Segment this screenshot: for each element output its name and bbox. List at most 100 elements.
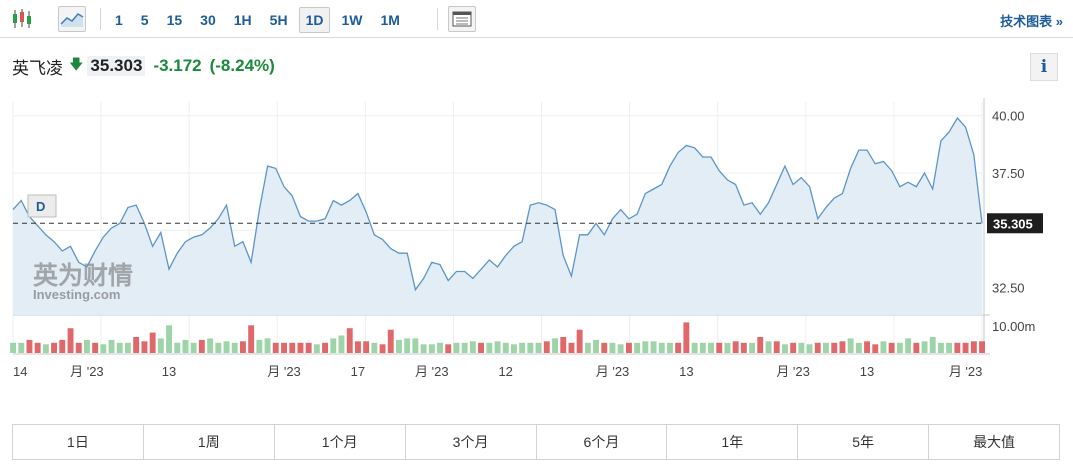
volume-bar [708, 342, 714, 353]
volume-bar [445, 344, 452, 354]
volume-bar [502, 342, 509, 353]
volume-bar [256, 339, 263, 353]
volume-bar [240, 341, 246, 353]
range-1w-button[interactable]: 1周 [143, 425, 275, 459]
technical-chart-link[interactable]: 技术图表 » [1000, 14, 1063, 29]
range-max-button[interactable]: 最大值 [929, 425, 1059, 459]
volume-bar [149, 332, 156, 353]
volume-bar [642, 341, 649, 353]
time-tick-label: 14 [13, 364, 27, 379]
volume-bar [568, 342, 575, 353]
volume-bar [26, 339, 33, 353]
volume-bar [108, 339, 115, 353]
volume-bar [305, 342, 312, 353]
volume-bar [626, 342, 632, 353]
quote-header: 英飞凌 🡇 35.303 -3.172 (-8.24%) [12, 55, 275, 78]
interval-1w[interactable]: 1W [341, 12, 363, 28]
volume-bar [782, 344, 788, 354]
volume-bar [51, 342, 57, 353]
interval-1[interactable]: 1 [115, 12, 123, 28]
time-tick-label: 月 '23 [415, 364, 449, 379]
time-tick-label: 月 '23 [70, 364, 104, 379]
volume-bar [75, 342, 82, 353]
volume-bar [675, 342, 682, 353]
info-icon[interactable]: i [1030, 53, 1058, 81]
last-price-tag: 35.305 [987, 213, 1043, 234]
volume-bar [59, 339, 66, 353]
volume-bar [461, 342, 468, 353]
interval-5h[interactable]: 5H [269, 12, 288, 28]
volume-bar [478, 342, 484, 353]
price-axis: 40.00 37.50 32.50 [992, 109, 1025, 296]
dividend-marker: D [27, 194, 57, 218]
volume-bar [855, 342, 862, 353]
volume-bar [773, 341, 780, 353]
volume-bar [519, 342, 526, 353]
volume-bar [806, 344, 813, 354]
volume-bar [207, 338, 214, 353]
volume-bar [34, 342, 41, 353]
candlestick-icon[interactable] [8, 6, 36, 32]
price-chart[interactable]: 英为财情 Investing.com 40.00 37.50 32.50 35.30… [0, 90, 1073, 390]
volume-bar [543, 341, 550, 353]
volume-bar [133, 337, 140, 353]
price-change-percent: (-8.24%) [209, 56, 275, 75]
range-1d-button[interactable]: 1日 [13, 425, 144, 459]
volume-bar [716, 342, 723, 353]
volume-bar [798, 342, 805, 353]
time-tick-label: 12 [498, 364, 512, 379]
time-tick-label: 月 '23 [596, 364, 630, 379]
range-5y-button[interactable]: 5年 [798, 425, 930, 459]
time-tick-label: 13 [860, 364, 874, 379]
volume-bar [330, 338, 337, 353]
price-area-fill [13, 118, 982, 315]
time-tick-label: 月 '23 [267, 364, 301, 379]
interval-selector: 1 5 15 30 1H 5H 1D 1W 1M [108, 7, 411, 33]
volume-bar [182, 339, 189, 353]
volume-bar [322, 342, 328, 353]
volume-bar [905, 338, 912, 353]
volume-bar [486, 342, 493, 353]
table-layout-icon[interactable] [448, 6, 476, 32]
volume-bar [141, 341, 148, 353]
time-tick-label: 13 [162, 364, 176, 379]
volume-bar [831, 342, 838, 353]
time-tick-label: 月 '23 [776, 364, 810, 379]
volume-bar [215, 342, 222, 353]
volume-bar [617, 344, 624, 354]
last-price-tag-text: 35.305 [993, 216, 1033, 231]
volume-bar [100, 344, 107, 354]
volume-bar [938, 342, 944, 353]
range-6m-button[interactable]: 6个月 [536, 425, 668, 459]
volume-bar [880, 341, 887, 353]
volume-bar [683, 322, 690, 353]
volume-bar [116, 342, 123, 353]
interval-1h[interactable]: 1H [233, 12, 252, 28]
volume-bar [363, 341, 370, 353]
volume-bar [921, 341, 928, 353]
chart-toolbar: 1 5 15 30 1H 5H 1D 1W 1M 技术图表 » [0, 0, 1073, 38]
line-chart-icon[interactable] [58, 6, 86, 32]
last-price: 35.303 [87, 56, 146, 76]
volume-bar [970, 341, 977, 353]
range-1y-button[interactable]: 1年 [667, 425, 799, 459]
volume-bar [264, 338, 271, 353]
volume-bar [511, 344, 517, 354]
volume-bar [289, 342, 296, 353]
interval-15[interactable]: 15 [166, 12, 183, 28]
volume-bar [740, 342, 747, 353]
volume-axis-label: 10.00m [992, 319, 1035, 334]
volume-bar [962, 342, 969, 353]
interval-1m[interactable]: 1M [380, 12, 400, 28]
volume-bar [92, 342, 99, 353]
volume-bar [634, 342, 641, 353]
interval-30[interactable]: 30 [200, 12, 216, 28]
investing-watermark: 英为财情 Investing.com [33, 262, 133, 302]
interval-5[interactable]: 5 [140, 12, 149, 28]
volume-bar [667, 342, 673, 353]
instrument-name: 英飞凌 [12, 58, 63, 78]
volume-bar [231, 342, 238, 353]
range-1m-button[interactable]: 1个月 [274, 425, 406, 459]
range-3m-button[interactable]: 3个月 [405, 425, 537, 459]
interval-1d[interactable]: 1D [298, 7, 331, 33]
